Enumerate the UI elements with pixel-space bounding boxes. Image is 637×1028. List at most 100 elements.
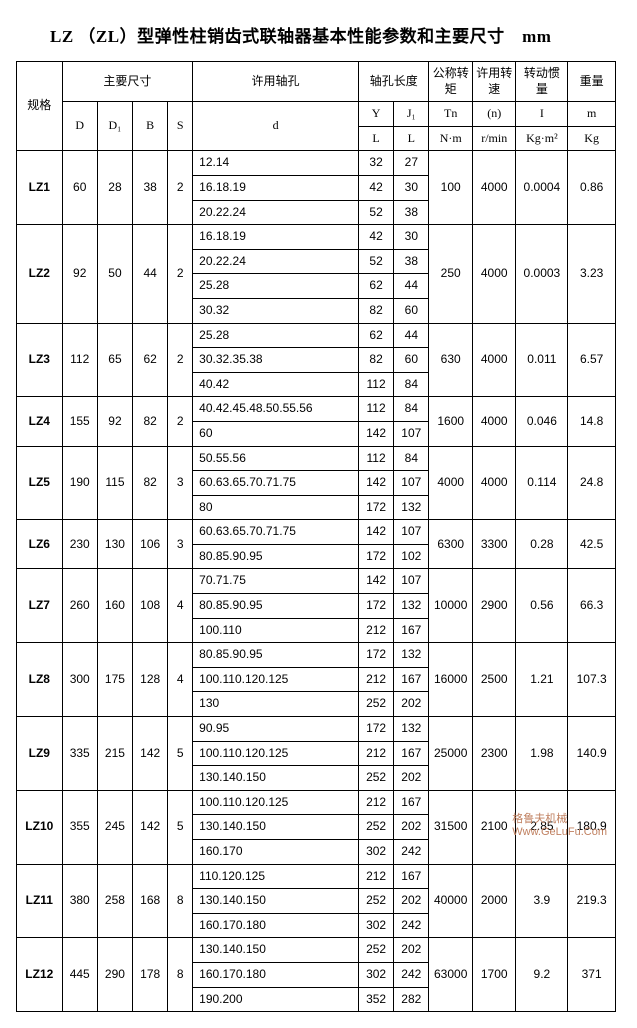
cell-B: 82	[133, 397, 168, 446]
cell-Y: 212	[358, 667, 393, 692]
cell-D1: 245	[97, 790, 132, 864]
cell-S: 3	[168, 446, 193, 520]
cell-Y: 142	[358, 471, 393, 496]
cell-B: 178	[133, 938, 168, 1012]
cell-d: 12.14	[193, 151, 359, 176]
watermark: 格鲁夫机械Www.GeLuFu.Com	[512, 810, 607, 838]
hdr-d: d	[193, 102, 359, 151]
cell-D: 445	[62, 938, 97, 1012]
cell-d: 100.110.120.125	[193, 741, 359, 766]
cell-J1: 132	[394, 643, 429, 668]
cell-n: 2300	[472, 717, 516, 791]
cell-Y: 252	[358, 938, 393, 963]
cell-J1: 132	[394, 717, 429, 742]
cell-J1: 202	[394, 692, 429, 717]
cell-D: 112	[62, 323, 97, 397]
hdr-kgm2: Kg·m²	[516, 126, 568, 151]
cell-m: 3.23	[568, 225, 616, 323]
cell-I: 0.046	[516, 397, 568, 446]
cell-model: LZ7	[17, 569, 63, 643]
hdr-D: D	[62, 102, 97, 151]
cell-J1: 60	[394, 298, 429, 323]
table-row: LZ31126562225.28624463040000.0116.57	[17, 323, 616, 348]
cell-model: LZ3	[17, 323, 63, 397]
cell-J1: 242	[394, 913, 429, 938]
cell-Y: 62	[358, 274, 393, 299]
cell-J1: 27	[394, 151, 429, 176]
cell-J1: 167	[394, 790, 429, 815]
cell-S: 5	[168, 717, 193, 791]
hdr-speed: 许用转速	[472, 62, 516, 102]
cell-I: 0.56	[516, 569, 568, 643]
cell-I: 0.28	[516, 520, 568, 569]
cell-S: 4	[168, 643, 193, 717]
cell-D1: 130	[97, 520, 132, 569]
hdr-borelen: 轴孔长度	[358, 62, 428, 102]
cell-Y: 112	[358, 397, 393, 422]
hdr-inertia: 转动惯量	[516, 62, 568, 102]
cell-S: 4	[168, 569, 193, 643]
cell-Y: 172	[358, 544, 393, 569]
table-row: LZ519011582350.55.5611284400040000.11424…	[17, 446, 616, 471]
cell-Y: 252	[358, 815, 393, 840]
cell-Y: 302	[358, 962, 393, 987]
cell-n: 1700	[472, 938, 516, 1012]
cell-d: 20.22.24	[193, 249, 359, 274]
page-title: LZ （ZL）型弹性柱销齿式联轴器基本性能参数和主要尺寸 mm	[50, 22, 621, 47]
hdr-rmin: r/min	[472, 126, 516, 151]
cell-model: LZ5	[17, 446, 63, 520]
cell-Y: 352	[358, 987, 393, 1012]
cell-J1: 44	[394, 274, 429, 299]
cell-Y: 142	[358, 520, 393, 545]
cell-S: 3	[168, 520, 193, 569]
cell-Y: 112	[358, 446, 393, 471]
cell-D1: 28	[97, 151, 132, 225]
cell-Tn: 25000	[429, 717, 473, 791]
cell-J1: 30	[394, 225, 429, 250]
cell-I: 1.98	[516, 717, 568, 791]
cell-D: 355	[62, 790, 97, 864]
cell-d: 60	[193, 421, 359, 446]
cell-d: 160.170.180	[193, 913, 359, 938]
cell-D1: 50	[97, 225, 132, 323]
cell-S: 8	[168, 864, 193, 938]
cell-I: 9.2	[516, 938, 568, 1012]
cell-J1: 167	[394, 864, 429, 889]
cell-model: LZ2	[17, 225, 63, 323]
cell-model: LZ9	[17, 717, 63, 791]
cell-D: 60	[62, 151, 97, 225]
hdr-spec: 规格	[17, 62, 63, 151]
cell-d: 40.42	[193, 372, 359, 397]
cell-d: 80.85.90.95	[193, 643, 359, 668]
table-row: LZ7260160108470.71.751421071000029000.56…	[17, 569, 616, 594]
cell-d: 25.28	[193, 274, 359, 299]
cell-J1: 282	[394, 987, 429, 1012]
table-row: LZ2925044216.18.19423025040000.00033.23	[17, 225, 616, 250]
cell-model: LZ10	[17, 790, 63, 864]
cell-d: 190.200	[193, 987, 359, 1012]
hdr-D1: D₁	[97, 102, 132, 151]
hdr-Nm: N·m	[429, 126, 473, 151]
cell-Y: 212	[358, 741, 393, 766]
cell-d: 40.42.45.48.50.55.56	[193, 397, 359, 422]
hdr-m: m	[568, 102, 616, 127]
cell-J1: 242	[394, 962, 429, 987]
table-row: LZ9335215142590.951721322500023001.98140…	[17, 717, 616, 742]
cell-D1: 290	[97, 938, 132, 1012]
cell-d: 130.140.150	[193, 766, 359, 791]
cell-m: 371	[568, 938, 616, 1012]
cell-S: 2	[168, 225, 193, 323]
cell-B: 62	[133, 323, 168, 397]
cell-model: LZ12	[17, 938, 63, 1012]
cell-B: 142	[133, 790, 168, 864]
cell-n: 4000	[472, 151, 516, 225]
cell-d: 160.170	[193, 840, 359, 865]
cell-d: 80.85.90.95	[193, 544, 359, 569]
cell-J1: 202	[394, 766, 429, 791]
cell-m: 42.5	[568, 520, 616, 569]
cell-D: 335	[62, 717, 97, 791]
cell-d: 100.110.120.125	[193, 667, 359, 692]
cell-d: 50.55.56	[193, 446, 359, 471]
cell-B: 38	[133, 151, 168, 225]
cell-D: 380	[62, 864, 97, 938]
